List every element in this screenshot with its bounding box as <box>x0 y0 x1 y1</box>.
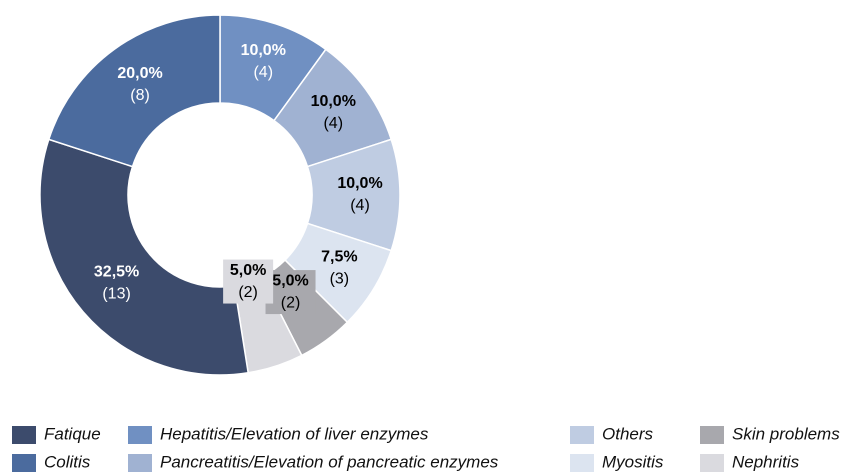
legend-label: Fatique <box>44 424 101 443</box>
count-label: (2) <box>238 284 258 301</box>
legend-label: Pancreatitis/Elevation of pancreatic enz… <box>160 452 499 471</box>
legend-swatch <box>700 454 724 472</box>
slice <box>39 138 250 376</box>
count-label: (2) <box>281 294 301 311</box>
value-label: 10,0% <box>311 93 356 110</box>
value-label: 20,0% <box>117 65 162 82</box>
value-label: 32,5% <box>94 264 139 281</box>
legend-label: Others <box>602 424 654 443</box>
slice <box>47 14 221 168</box>
value-label: 5,0% <box>230 262 266 279</box>
legend-swatch <box>128 454 152 472</box>
count-label: (4) <box>350 197 370 214</box>
legend-swatch <box>12 454 36 472</box>
count-label: (3) <box>330 270 350 287</box>
legend-label: Nephritis <box>732 452 800 471</box>
label-box <box>223 259 274 304</box>
label-box <box>265 270 316 315</box>
legend-swatch <box>12 426 36 444</box>
legend-swatch <box>700 426 724 444</box>
legend-label: Hepatitis/Elevation of liver enzymes <box>160 424 429 443</box>
legend-label: Myositis <box>602 452 664 471</box>
count-label: (8) <box>130 87 150 104</box>
value-label: 10,0% <box>337 175 382 192</box>
value-label: 5,0% <box>272 272 308 289</box>
count-label: (4) <box>253 64 273 81</box>
count-label: (13) <box>102 286 130 303</box>
legend-label: Colitis <box>44 452 91 471</box>
value-label: 10,0% <box>241 42 286 59</box>
legend-label: Skin problems <box>732 424 840 443</box>
legend-swatch <box>570 426 594 444</box>
legend-swatch <box>570 454 594 472</box>
legend-swatch <box>128 426 152 444</box>
value-label: 7,5% <box>321 248 357 265</box>
count-label: (4) <box>323 115 343 132</box>
